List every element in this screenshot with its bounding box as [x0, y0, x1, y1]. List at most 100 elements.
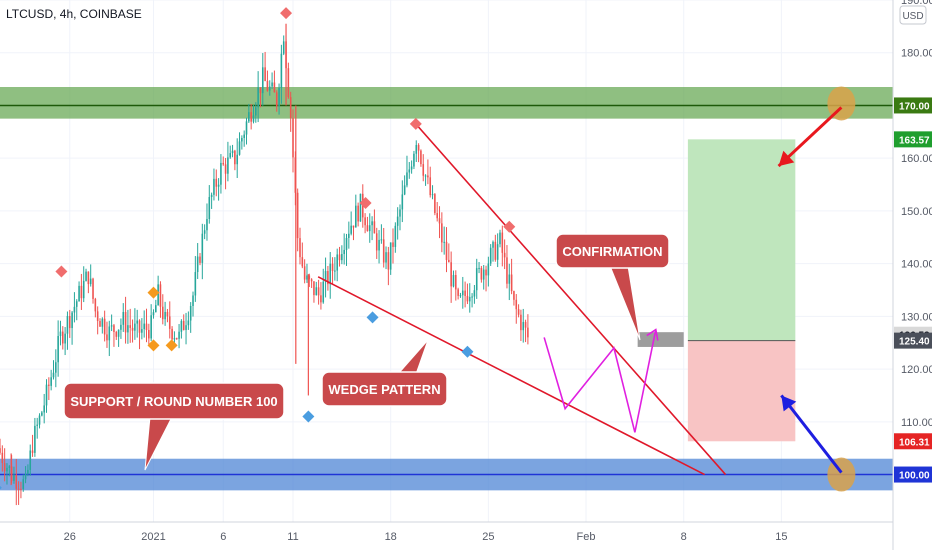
y-tick-label: 150.00: [901, 206, 932, 218]
candle-body: [345, 237, 348, 250]
candle-body: [431, 194, 434, 196]
pivot-low-marker: [0, 485, 2, 490]
candle-body: [355, 205, 357, 228]
candle-body: [227, 157, 229, 174]
candle-body: [80, 285, 83, 299]
candle-body: [29, 450, 32, 470]
candle-body: [468, 296, 471, 302]
pivot-low-marker: [366, 311, 379, 324]
candle-body: [45, 384, 48, 406]
price-tag: [894, 332, 932, 349]
candle-body: [196, 256, 199, 273]
pivot-high-marker: [55, 265, 68, 278]
candle-body: [94, 298, 97, 312]
candle-body: [24, 473, 27, 480]
candle-body: [61, 331, 64, 344]
candle-body: [150, 315, 152, 339]
candle-body: [443, 241, 445, 243]
candle-body: [380, 239, 383, 241]
candle-body: [43, 405, 45, 413]
candle-body: [331, 263, 334, 271]
x-tick-label: 15: [775, 531, 787, 543]
candle-body: [366, 225, 369, 232]
candle-body: [436, 213, 438, 219]
candle-body: [301, 257, 304, 267]
price-tag-label: 100.00: [899, 471, 930, 482]
y-tick-label: 160.00: [901, 153, 932, 165]
price-tag-label: 163.57: [899, 135, 930, 146]
candle-body: [213, 178, 215, 195]
candle-body: [308, 275, 311, 280]
x-tick-label: 2021: [141, 531, 165, 543]
candle-body: [75, 301, 78, 307]
support-callout-box: [63, 382, 285, 420]
candle-body: [64, 333, 66, 344]
candle-body: [255, 107, 257, 116]
candle-body: [410, 166, 413, 170]
candle-body: [57, 336, 59, 363]
candle-body: [417, 144, 420, 151]
candle-body: [31, 450, 34, 453]
pivot-low-marker: [302, 410, 315, 423]
candle-body: [371, 221, 373, 226]
candle-body: [161, 306, 164, 320]
candle-body: [129, 325, 132, 328]
candle-body: [117, 329, 120, 337]
candle-body: [20, 488, 22, 490]
candle-body: [475, 268, 478, 291]
pivot-pivot-marker: [165, 339, 178, 352]
callouts: CONFIRMATION WEDGE PATTERN SUPPORT / ROUND…: [63, 86, 856, 492]
candle-body: [375, 233, 378, 251]
candle-body: [506, 257, 508, 284]
candle-body: [327, 271, 329, 285]
support-callout-seam: [151, 416, 171, 418]
candle-body: [441, 223, 443, 243]
confirmation-box: [637, 332, 684, 347]
candle-body: [420, 150, 422, 165]
candle-body: [185, 325, 187, 330]
candle-body: [303, 266, 306, 280]
candle-body: [238, 141, 241, 155]
candle-body: [485, 269, 487, 276]
target-zone: [687, 139, 796, 341]
wedge-callout-text: WEDGE PATTERN: [328, 382, 440, 397]
candle-body: [403, 185, 406, 195]
candle-body: [359, 193, 362, 222]
candle-body: [194, 272, 197, 296]
candle-body: [496, 244, 499, 260]
candle-body: [424, 175, 427, 177]
candle-body: [471, 296, 473, 298]
candle-body: [89, 278, 92, 285]
candle-body: [357, 205, 359, 222]
x-tick-label: 6: [220, 531, 226, 543]
candle-body: [136, 320, 139, 324]
candle-body: [101, 318, 104, 327]
confirmation-callout-pointer: [609, 265, 641, 341]
candle-body: [394, 225, 397, 247]
price-tag-label: 125.40: [899, 337, 930, 348]
candle-body: [387, 252, 390, 270]
candle-body: [322, 281, 325, 303]
candle-body: [487, 263, 490, 276]
candle-body: [13, 474, 15, 481]
candle-body: [389, 242, 392, 270]
candles: [0, 23, 529, 506]
candle-body: [157, 284, 159, 306]
candle-body: [478, 267, 480, 269]
candle-body: [520, 314, 522, 331]
candle-body: [352, 225, 355, 228]
candle-body: [66, 316, 69, 334]
candle-body: [152, 312, 155, 316]
candle-body: [48, 384, 50, 386]
candle-body: [82, 280, 85, 299]
candle-body: [148, 329, 150, 339]
candle-body: [457, 289, 459, 296]
price-tag: [894, 131, 932, 148]
zones: [0, 87, 893, 491]
pivot-high-marker: [280, 7, 293, 20]
currency-badge[interactable]: USD: [899, 5, 927, 25]
x-tick-label: 11: [287, 531, 298, 543]
candle-body: [320, 295, 322, 303]
